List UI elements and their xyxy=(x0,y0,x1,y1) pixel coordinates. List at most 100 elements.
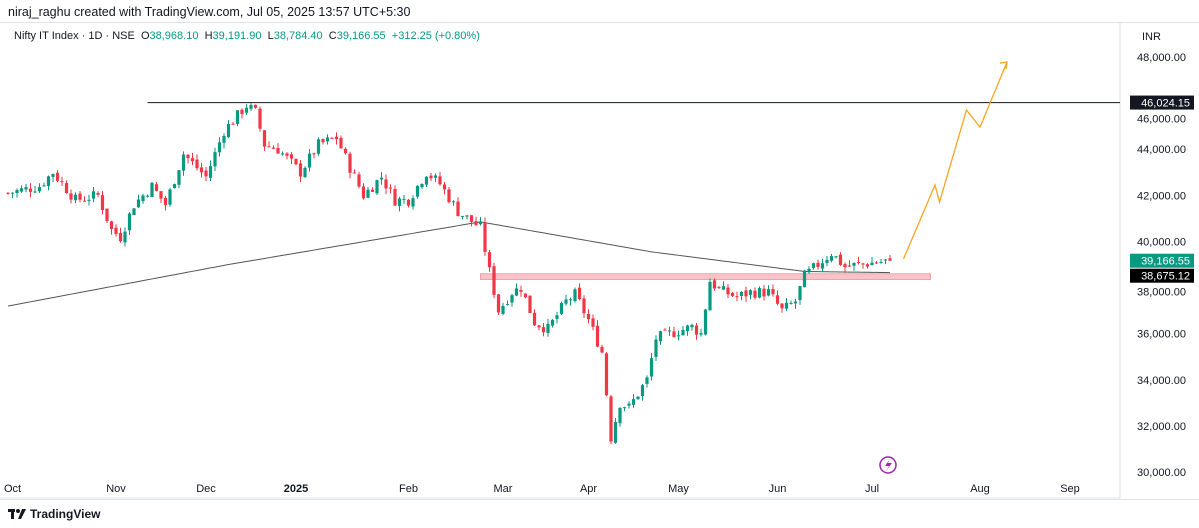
lightning-bolt xyxy=(885,459,892,471)
candle xyxy=(712,278,717,291)
candle xyxy=(591,314,595,331)
candle-body xyxy=(51,174,55,177)
events-lightning-icon[interactable] xyxy=(879,456,897,474)
candle-body xyxy=(883,259,888,261)
candle-body xyxy=(874,262,879,264)
candle-body xyxy=(870,262,874,266)
y-tick-label: 36,000.00 xyxy=(1137,329,1186,341)
candle xyxy=(640,384,645,401)
candle-body xyxy=(645,377,649,384)
candle xyxy=(757,286,762,299)
candle-body xyxy=(447,189,451,203)
candle-body xyxy=(298,163,303,177)
candle-body xyxy=(24,187,28,190)
candle xyxy=(622,406,627,412)
candle-body xyxy=(537,325,541,328)
y-tick-label: 40,000.00 xyxy=(1137,236,1186,248)
candle xyxy=(118,227,123,243)
chart-frame[interactable] xyxy=(0,22,1199,500)
candle xyxy=(235,110,240,127)
candle-body xyxy=(307,153,312,168)
candle-body xyxy=(303,167,307,178)
candle-body xyxy=(267,146,271,148)
candle xyxy=(811,262,816,270)
candle xyxy=(109,220,114,235)
candle-body xyxy=(829,256,834,261)
candle xyxy=(420,183,424,189)
x-tick-label: 2025 xyxy=(284,483,308,495)
candle xyxy=(856,256,861,265)
candle xyxy=(609,394,613,445)
candle xyxy=(231,121,235,125)
candle xyxy=(433,173,438,182)
candle-body xyxy=(330,137,334,139)
candle-body xyxy=(631,399,636,405)
candle-body xyxy=(150,182,154,198)
candle xyxy=(663,328,667,331)
candle xyxy=(172,183,177,189)
candle-body xyxy=(136,199,141,208)
projection-arrowhead xyxy=(999,61,1008,70)
candle-body xyxy=(244,107,249,113)
candle-body xyxy=(703,309,708,335)
candle xyxy=(190,152,195,166)
candle-body xyxy=(694,325,699,335)
candle xyxy=(402,194,406,204)
candle xyxy=(690,323,694,331)
candle-body xyxy=(780,303,784,309)
candle xyxy=(762,285,766,301)
candle xyxy=(213,147,217,171)
candle xyxy=(240,108,244,119)
candle xyxy=(127,212,132,236)
candle-body xyxy=(838,254,843,265)
candle xyxy=(42,182,46,187)
candle-body xyxy=(649,358,654,377)
candle xyxy=(379,172,384,185)
candle xyxy=(388,184,393,194)
candle xyxy=(397,196,402,212)
x-tick-label: Mar xyxy=(494,483,513,495)
candle-body xyxy=(289,154,294,159)
candle-body xyxy=(681,329,685,336)
candle-body xyxy=(69,193,73,200)
candle xyxy=(244,104,249,116)
candle xyxy=(879,259,883,264)
candle-body xyxy=(820,263,825,269)
candle-body xyxy=(492,266,496,295)
candle-body xyxy=(231,123,235,125)
candle xyxy=(775,290,780,306)
candle-body xyxy=(429,175,433,179)
candle xyxy=(541,323,546,337)
candle xyxy=(136,194,141,209)
candle xyxy=(384,174,388,195)
candle xyxy=(280,151,285,156)
x-tick-label: Feb xyxy=(399,483,418,495)
candle-body xyxy=(114,227,118,234)
candle xyxy=(226,119,231,139)
candle xyxy=(330,137,334,139)
candle-body xyxy=(181,154,186,171)
symbol-label[interactable]: Nifty IT Index · 1D · NSE xyxy=(14,30,135,42)
candle xyxy=(748,289,753,300)
candle xyxy=(267,141,271,148)
candle-body xyxy=(91,191,96,199)
y-tick-label: 42,000.00 xyxy=(1137,190,1186,202)
lightning-circle xyxy=(879,456,897,474)
candle-body xyxy=(6,192,10,194)
x-tick-label: May xyxy=(668,483,689,495)
candle-body xyxy=(361,186,366,199)
last-price-tag-bg xyxy=(1130,253,1194,268)
candle xyxy=(321,138,325,145)
candle xyxy=(424,176,429,188)
candle-body xyxy=(667,330,672,332)
candle xyxy=(874,261,879,265)
candle xyxy=(487,249,492,272)
y-tick-label: 48,000.00 xyxy=(1137,52,1186,64)
candle-body xyxy=(348,153,352,173)
candle-body xyxy=(460,215,465,217)
candle-body xyxy=(397,198,402,206)
open-label: O xyxy=(140,30,150,42)
candle-body xyxy=(199,167,204,173)
tradingview-logo[interactable]: TradingView xyxy=(8,507,100,521)
